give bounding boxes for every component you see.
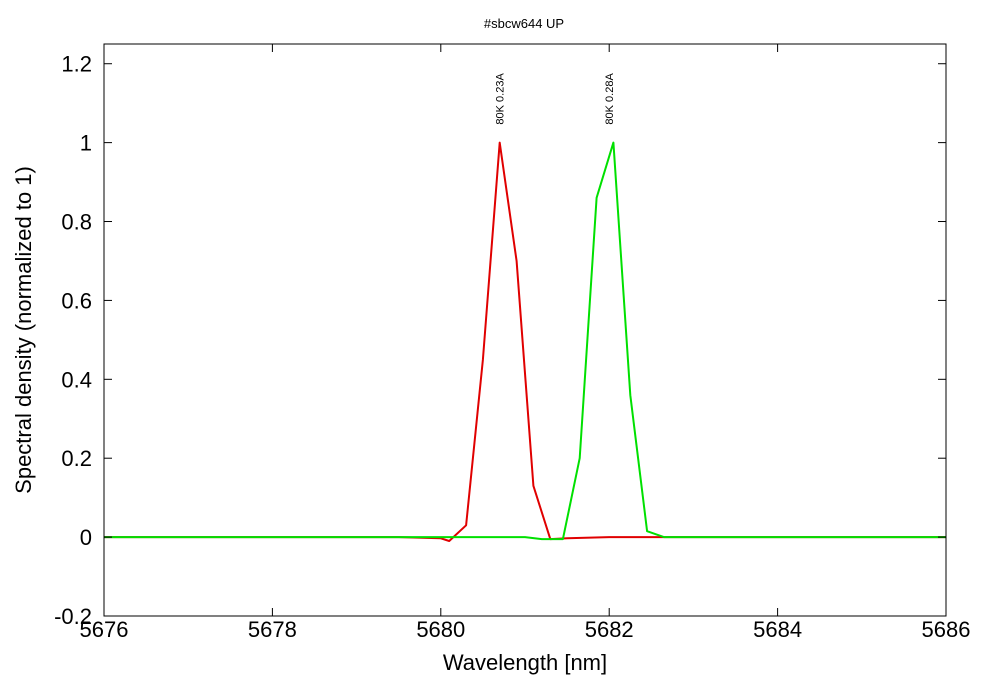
y-tick-label: 1 <box>80 131 92 156</box>
plot-lines <box>104 141 946 542</box>
series-line-2 <box>104 141 946 541</box>
plot-frame <box>103 43 947 617</box>
x-tick-label: 5684 <box>753 617 802 642</box>
y-tick-label: -0.2 <box>54 604 92 629</box>
peak-labels: 80K 0.23A 80K 0.28A <box>495 73 617 125</box>
y-tick-label: 0.6 <box>61 288 92 313</box>
x-tick-label: 5678 <box>248 617 297 642</box>
x-tick-label: 5676 <box>80 617 129 642</box>
y-axis-label: Spectral density (normalized to 1) <box>11 166 36 494</box>
y-tick-label: 0.4 <box>61 367 92 392</box>
axis-ticks: 5676 5678 5680 5682 5684 5686 -0.2 0 0.2 0.4 0.6 0.… <box>54 44 970 642</box>
peak-label-1: 80K 0.23A <box>495 73 507 125</box>
x-axis-label: Wavelength [nm] <box>443 650 607 675</box>
x-tick-label: 5680 <box>416 617 465 642</box>
y-tick-label: 0.2 <box>61 446 92 471</box>
y-tick-label: 1.2 <box>61 52 92 77</box>
chart-title: #sbcw644 UP <box>484 16 564 31</box>
peak-label-2: 80K 0.28A <box>604 73 616 125</box>
x-tick-label: 5686 <box>922 617 971 642</box>
y-tick-label: 0.8 <box>61 210 92 235</box>
series-line-1 <box>104 141 946 542</box>
x-tick-label: 5682 <box>585 617 634 642</box>
y-tick-label: 0 <box>80 525 92 550</box>
